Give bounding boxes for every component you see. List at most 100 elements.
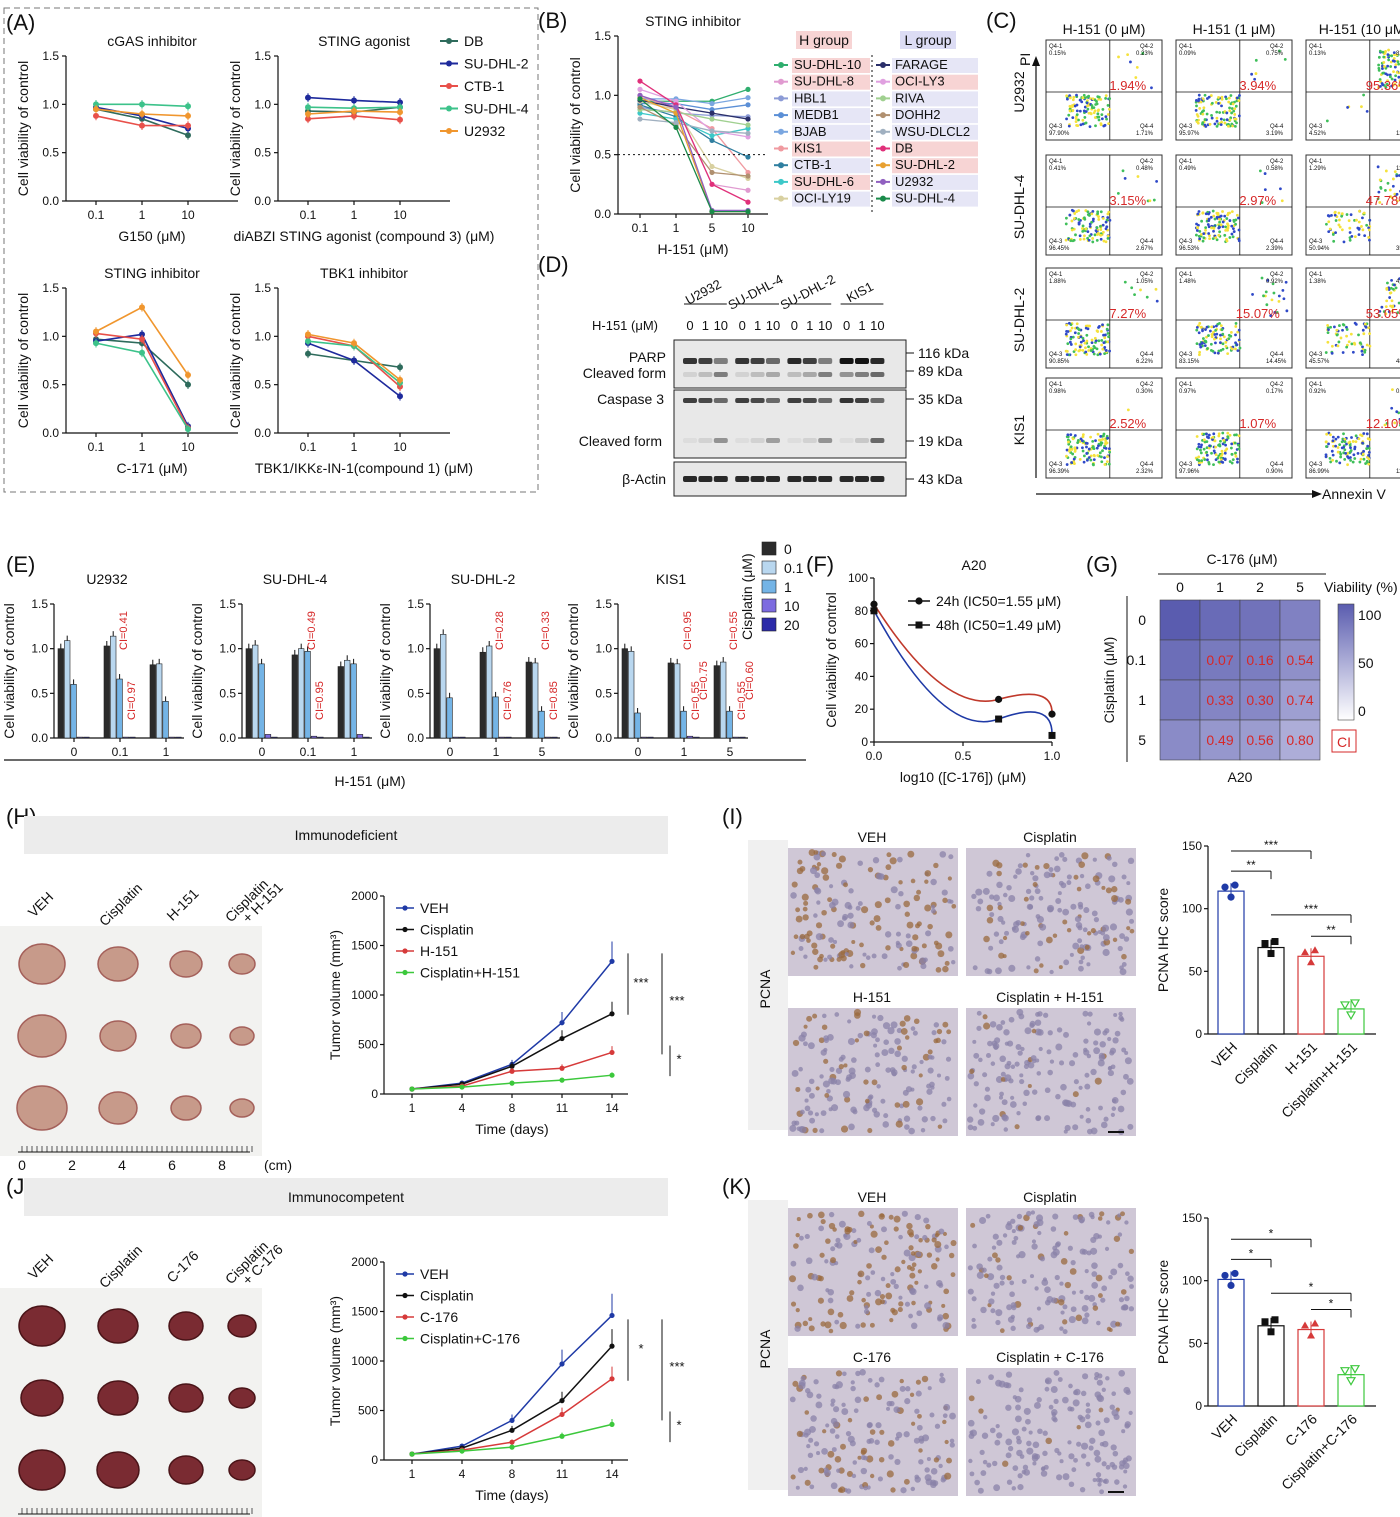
ci-annotation: CI=0.76: [502, 681, 514, 720]
event-dot: [1202, 337, 1205, 340]
nucleus: [934, 1423, 941, 1429]
nucleus: [1071, 1467, 1077, 1473]
legend-label: SU-DHL-10: [794, 57, 861, 72]
y-tick-label: 0.5: [254, 378, 271, 392]
quad-value: 1.88%: [1049, 279, 1067, 285]
nucleus: [1014, 1061, 1020, 1067]
event-dot: [1217, 96, 1220, 99]
event-dot: [1201, 112, 1205, 116]
data-point: [637, 92, 643, 98]
event-dot: [1392, 70, 1395, 74]
nucleus: [873, 1111, 880, 1118]
ruler-label: 6: [168, 1157, 176, 1173]
event-dot: [1330, 344, 1334, 348]
nucleus: [996, 881, 1003, 889]
nucleus: [814, 1112, 819, 1117]
event-dot: [1089, 112, 1093, 116]
bar: [452, 736, 460, 739]
nucleus: [813, 1441, 820, 1447]
quad-label: Q4-1: [1049, 44, 1063, 50]
nucleus: [1088, 1445, 1094, 1451]
chart-title: STING inhibitor: [104, 265, 200, 281]
panel-letter: (A): [6, 10, 35, 35]
ci-annotation: CI=0.55: [690, 681, 702, 720]
event-dot: [1079, 123, 1083, 127]
nucleus: [1040, 1470, 1048, 1477]
y-tick-label: 150: [1182, 839, 1202, 853]
event-dot: [1325, 432, 1329, 436]
legend-highlight: [892, 158, 978, 174]
event-dot: [1210, 325, 1214, 329]
event-dot: [1224, 344, 1228, 348]
event-dot: [1378, 49, 1382, 53]
legend-label: DB: [464, 33, 483, 49]
event-dot: [1263, 188, 1267, 192]
nucleus: [1124, 1295, 1130, 1302]
ci-annotation: CI=0.33: [540, 611, 552, 650]
event-dot: [1087, 349, 1091, 352]
nucleus: [1072, 1124, 1079, 1131]
nucleus: [985, 1213, 991, 1219]
event-dot: [1099, 237, 1103, 241]
event-dot: [1236, 460, 1239, 464]
nucleus: [868, 1247, 875, 1254]
event-dot: [1097, 438, 1101, 442]
flow-plot: Q4-10.15%Q4-20.23%Q4-397.90%Q4-41.71%1.9…: [1045, 39, 1163, 141]
event-dot: [1345, 213, 1349, 216]
nucleus: [893, 1283, 899, 1290]
event-dot: [1091, 439, 1095, 443]
event-dot: [1382, 61, 1386, 64]
data-point: [139, 304, 145, 311]
nucleus: [1063, 959, 1070, 966]
nucleus: [1127, 857, 1135, 865]
nucleus: [1070, 1260, 1076, 1266]
event-dot: [1104, 220, 1108, 224]
event-dot: [1361, 345, 1364, 349]
event-dot: [1086, 210, 1090, 214]
nucleus: [1006, 1304, 1013, 1311]
legend-label: RIVA: [895, 90, 925, 105]
event-dot: [1382, 310, 1386, 313]
nucleus: [1052, 1245, 1058, 1251]
quad-label: Q4-4: [1270, 352, 1284, 358]
nucleus: [910, 878, 916, 884]
nucleus: [1015, 1404, 1021, 1411]
event-dot: [1394, 74, 1398, 78]
data-point: [1345, 1377, 1357, 1386]
flow-plot-frame: [1175, 154, 1293, 256]
nucleus: [1094, 1455, 1102, 1463]
event-dot: [1075, 113, 1079, 117]
data-point: [305, 111, 311, 117]
nucleus: [914, 1213, 921, 1221]
nucleus: [870, 1032, 877, 1039]
y-tick-label: 1.5: [42, 281, 59, 295]
quad-value: 95.97%: [1179, 131, 1200, 137]
fit-curve: [873, 610, 1053, 736]
blot-band: [750, 398, 765, 403]
nucleus: [823, 1469, 831, 1477]
nucleus: [997, 915, 1004, 923]
nucleus: [803, 954, 808, 959]
ci-annotation: CI=0.75: [698, 661, 710, 700]
nucleus: [910, 952, 918, 960]
nucleus: [967, 1288, 974, 1295]
nucleus: [924, 1302, 932, 1310]
nucleus: [1123, 1469, 1128, 1474]
quad-label: Q4-2: [1270, 159, 1284, 165]
event-dot: [1220, 449, 1224, 453]
bar: [76, 736, 84, 739]
data-point: [185, 381, 191, 388]
data-point: [139, 122, 145, 129]
data-point: [673, 98, 679, 104]
x-tick-label: Cisplatin: [1231, 1039, 1280, 1088]
legend-highlight: [892, 124, 978, 140]
apoptosis-percent: 3.94%: [1239, 78, 1276, 93]
event-dot: [1237, 443, 1240, 447]
data-point: [1307, 958, 1315, 966]
nucleus: [822, 1429, 827, 1434]
nucleus: [876, 1394, 883, 1401]
event-dot: [1382, 55, 1386, 59]
bar: [621, 648, 628, 739]
nucleus: [920, 963, 927, 970]
event-dot: [1078, 98, 1082, 102]
